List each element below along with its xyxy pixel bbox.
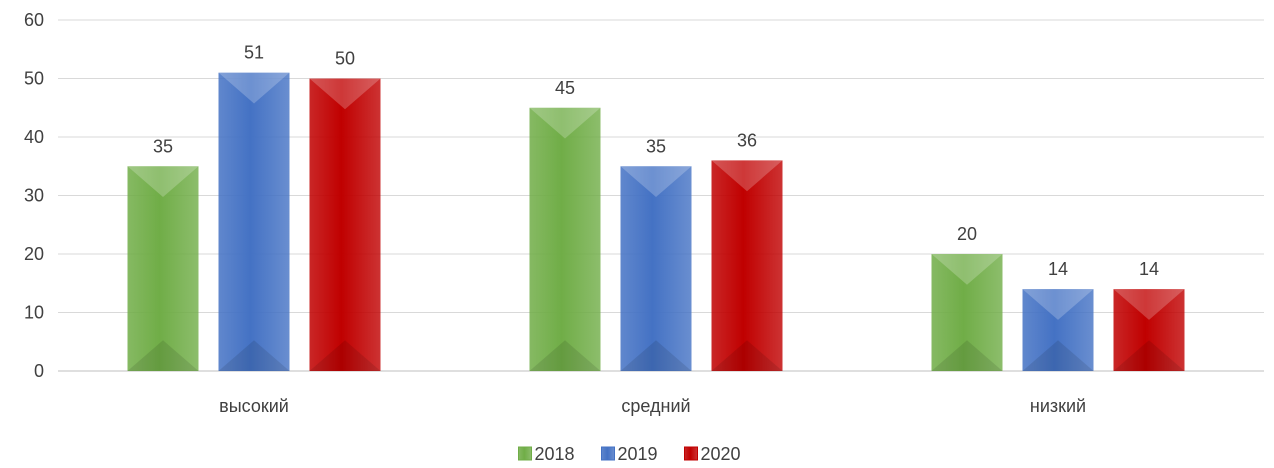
bar-bevel bbox=[529, 340, 601, 371]
y-tick-label: 40 bbox=[24, 127, 44, 147]
bar-bevel bbox=[127, 340, 199, 371]
bar-bevel bbox=[309, 340, 381, 371]
bar-bevel bbox=[218, 340, 290, 371]
data-labels: 35 51 50 45 35 36 20 14 14 bbox=[153, 43, 1159, 279]
x-axis-ticks: высокий средний низкий bbox=[219, 396, 1086, 416]
legend-label: 2019 bbox=[618, 444, 658, 463]
bar-bevel bbox=[620, 166, 692, 198]
data-label: 51 bbox=[244, 43, 264, 63]
bar-bevel bbox=[1022, 340, 1094, 371]
bar-2019-2 bbox=[1022, 289, 1094, 371]
legend-label: 2020 bbox=[701, 444, 741, 463]
y-tick-label: 0 bbox=[34, 361, 44, 381]
y-axis-ticks: 0 10 20 30 40 50 60 bbox=[24, 10, 44, 381]
y-tick-label: 20 bbox=[24, 244, 44, 264]
legend-label: 2018 bbox=[535, 444, 575, 463]
bar-2018-2 bbox=[931, 254, 1003, 371]
bar-2018-0 bbox=[127, 166, 199, 371]
bar-bevel bbox=[127, 166, 199, 198]
x-tick-label: низкий bbox=[1030, 396, 1086, 416]
legend-swatch bbox=[684, 446, 698, 461]
y-tick-label: 50 bbox=[24, 69, 44, 89]
bars bbox=[127, 72, 1185, 372]
data-label: 14 bbox=[1048, 259, 1068, 279]
data-label: 14 bbox=[1139, 259, 1159, 279]
bar-2018-1 bbox=[529, 107, 601, 371]
bar-2020-0 bbox=[309, 78, 381, 371]
y-tick-label: 30 bbox=[24, 186, 44, 206]
bar-bevel bbox=[1113, 340, 1185, 371]
data-label: 45 bbox=[555, 78, 575, 98]
data-label: 20 bbox=[957, 224, 977, 244]
legend: 2018 2019 2020 bbox=[518, 444, 741, 464]
bar-bevel bbox=[711, 160, 783, 192]
bar-bevel bbox=[529, 107, 601, 139]
x-tick-label: высокий bbox=[219, 396, 289, 416]
bar-bevel bbox=[931, 254, 1003, 285]
data-label: 35 bbox=[646, 136, 666, 156]
data-label: 35 bbox=[153, 136, 173, 156]
bar-2020-2 bbox=[1113, 289, 1185, 371]
bar-bevel bbox=[218, 72, 290, 104]
bar-2019-1 bbox=[620, 166, 692, 371]
bar-bevel bbox=[711, 340, 783, 371]
data-label: 36 bbox=[737, 130, 757, 150]
bar-2020-1 bbox=[711, 160, 783, 371]
bar-bevel bbox=[931, 340, 1003, 371]
legend-swatch bbox=[601, 446, 615, 461]
x-tick-label: средний bbox=[621, 396, 690, 416]
bar-bevel bbox=[1113, 289, 1185, 320]
y-tick-label: 10 bbox=[24, 303, 44, 323]
bar-2019-0 bbox=[218, 72, 290, 372]
bar-bevel bbox=[620, 340, 692, 371]
y-tick-label: 60 bbox=[24, 10, 44, 30]
bar-bevel bbox=[1022, 289, 1094, 320]
legend-swatch bbox=[518, 446, 532, 461]
data-label: 50 bbox=[335, 49, 355, 69]
bar-bevel bbox=[309, 78, 381, 110]
